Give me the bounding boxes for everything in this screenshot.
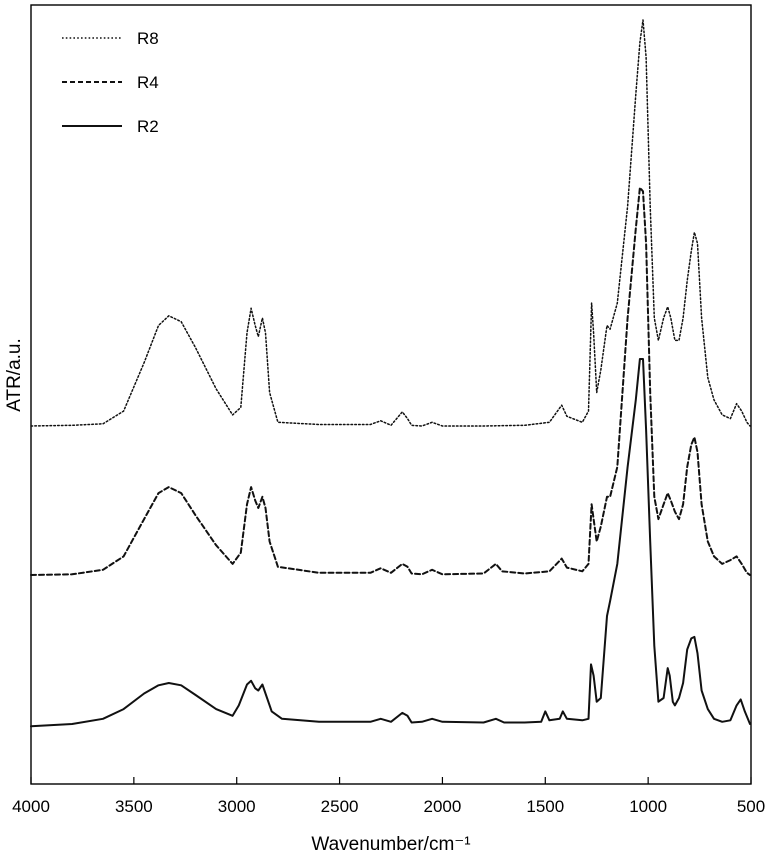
plot-frame [30, 4, 752, 785]
series-line-r4 [30, 186, 751, 576]
y-axis-title: ATR/a.u. [4, 338, 25, 412]
x-tick-label: 1500 [526, 797, 564, 816]
series-line-r8 [30, 19, 751, 427]
plot-border [30, 4, 752, 785]
legend-label-r2: R2 [137, 117, 159, 136]
legend-label-r4: R4 [137, 73, 159, 92]
x-tick-label: 2000 [424, 797, 462, 816]
series-line-r2 [30, 358, 751, 728]
legend: R8 R4 R2 [62, 29, 159, 136]
x-tick-label: 2500 [321, 797, 359, 816]
x-tick-label: 3000 [218, 797, 256, 816]
x-axis-title: Wavenumber/cm⁻¹ [311, 834, 470, 855]
x-tick-label: 4000 [12, 797, 50, 816]
x-tick-label: 1000 [629, 797, 667, 816]
x-axis-ticks: 4000 3500 3000 2500 2000 1500 1000 500 [12, 777, 765, 816]
series-layer [30, 19, 751, 728]
x-tick-label: 3500 [115, 797, 153, 816]
legend-label-r8: R8 [137, 29, 159, 48]
x-tick-label: 500 [737, 797, 765, 816]
